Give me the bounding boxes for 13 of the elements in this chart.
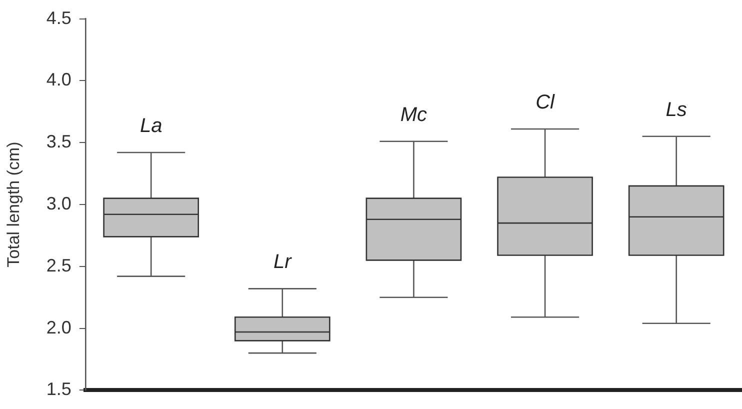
x-tick-label: Ls xyxy=(666,98,687,121)
y-tick-label: 4.0 xyxy=(46,70,72,90)
x-tick-label: Cl xyxy=(536,92,556,114)
y-tick-label: 3.5 xyxy=(46,132,72,152)
y-tick-label: 3.0 xyxy=(46,193,72,214)
x-tick-label: Mc xyxy=(400,104,428,126)
y-tick-label: 2.0 xyxy=(46,317,72,338)
x-tick-label: La xyxy=(140,115,162,138)
y-tick-label: 2.5 xyxy=(46,255,72,276)
y-tick-label: 4.5 xyxy=(46,8,72,28)
y-axis-title: Total length (cm) xyxy=(4,142,23,268)
y-tick-label: 1.5 xyxy=(46,379,72,400)
x-tick-label: Lr xyxy=(273,251,293,274)
